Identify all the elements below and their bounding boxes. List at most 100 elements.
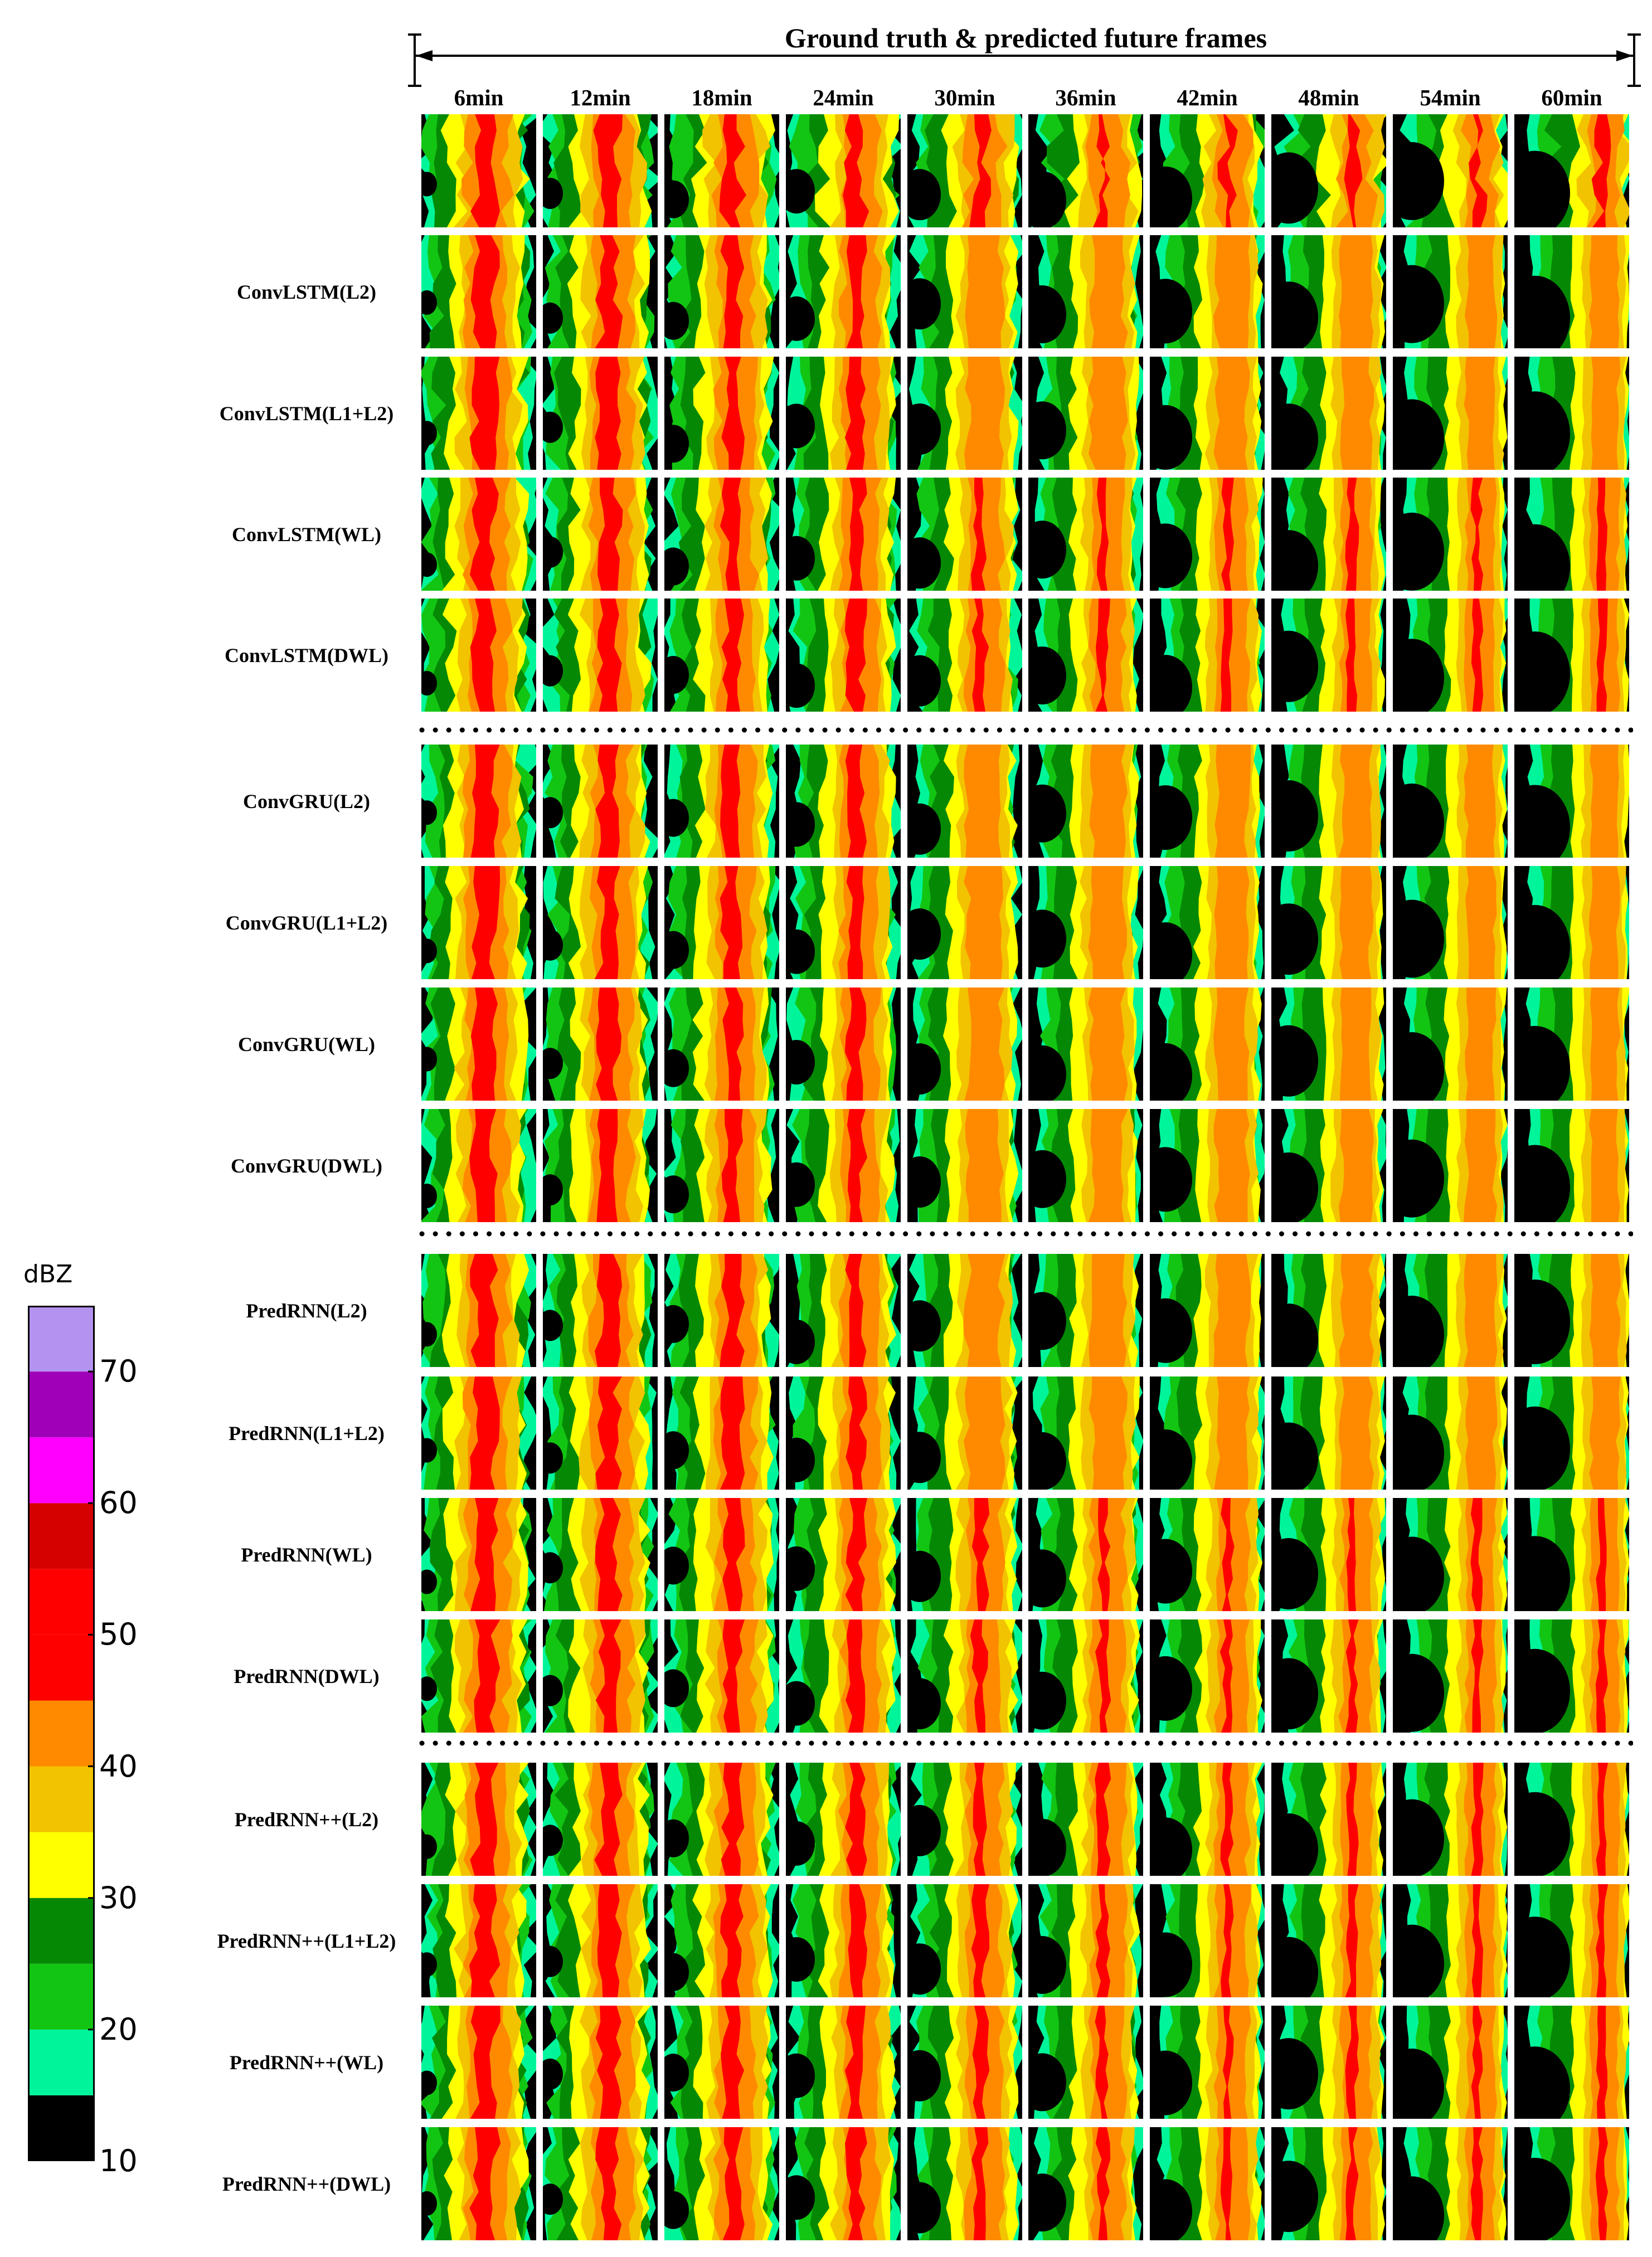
time-label-24min: 24min — [813, 85, 874, 110]
radar-frame — [907, 235, 1022, 348]
radar-frame — [1271, 599, 1386, 712]
radar-frame — [664, 478, 779, 591]
radar-frame — [1393, 599, 1508, 712]
radar-frame — [1150, 357, 1265, 470]
radar-frame — [664, 1884, 779, 1997]
radar-frame — [1028, 866, 1143, 979]
group-separator — [419, 1740, 1633, 1746]
radar-frame — [1393, 2006, 1508, 2119]
radar-frame — [664, 1619, 779, 1733]
radar-frame — [1393, 235, 1508, 348]
radar-frame — [1150, 114, 1265, 227]
radar-frame — [421, 357, 536, 470]
radar-frame — [1514, 599, 1629, 712]
radar-frame — [1514, 866, 1629, 979]
radar-frame — [786, 1619, 901, 1733]
row-label-convgru-l2-: ConvGRU(L2) — [242, 790, 370, 813]
radar-frame — [1150, 1254, 1265, 1367]
row-label-predrnn-l1-l2-: PredRNN++(L1+L2) — [217, 1929, 396, 1952]
radar-frame — [1150, 1498, 1265, 1611]
radar-frame — [543, 114, 658, 227]
radar-frame — [1028, 235, 1143, 348]
radar-frame — [543, 1763, 658, 1876]
radar-frame — [543, 988, 658, 1101]
radar-frame — [1514, 1619, 1629, 1733]
radar-frame — [664, 235, 779, 348]
radar-frame — [543, 1254, 658, 1367]
radar-frame — [1150, 1763, 1265, 1876]
radar-frame — [786, 478, 901, 591]
radar-frame — [543, 235, 658, 348]
radar-frame — [1393, 1763, 1508, 1876]
radar-frame — [1271, 2006, 1386, 2119]
radar-frame — [1514, 235, 1629, 348]
radar-frame — [421, 1884, 536, 1997]
radar-frame — [1028, 2006, 1143, 2119]
radar-frame — [907, 866, 1022, 979]
radar-frame — [907, 2127, 1022, 2240]
radar-frame — [664, 866, 779, 979]
radar-frame — [1028, 1619, 1143, 1733]
colorbar — [28, 1306, 95, 2161]
radar-frame — [1150, 1619, 1265, 1733]
radar-frame — [1028, 357, 1143, 470]
radar-frame — [907, 357, 1022, 470]
radar-frame — [421, 235, 536, 348]
colorbar-band — [28, 1371, 95, 1438]
radar-frame — [543, 357, 658, 470]
radar-frame — [1514, 745, 1629, 858]
radar-frame — [1271, 1254, 1386, 1367]
radar-frame — [907, 114, 1022, 227]
radar-frame — [1150, 599, 1265, 712]
radar-frame — [543, 1109, 658, 1222]
radar-frame — [1028, 1763, 1143, 1876]
group-separator — [419, 1231, 1633, 1237]
radar-frame — [1271, 114, 1386, 227]
radar-frame — [1271, 1109, 1386, 1222]
time-label-36min: 36min — [1055, 85, 1116, 110]
radar-frame — [543, 599, 658, 712]
radar-frame — [664, 114, 779, 227]
time-label-18min: 18min — [691, 85, 752, 110]
radar-frame — [786, 114, 901, 227]
radar-frame — [543, 866, 658, 979]
radar-frame — [421, 2006, 536, 2119]
radar-frame — [543, 745, 658, 858]
radar-frame — [1150, 866, 1265, 979]
radar-frame — [1514, 1254, 1629, 1367]
radar-frame — [664, 988, 779, 1101]
radar-frame — [1393, 478, 1508, 591]
row-label-predrnn-l2-: PredRNN++(L2) — [234, 1808, 379, 1831]
row-label-convlstm-l1-l2-: ConvLSTM(L1+L2) — [219, 402, 394, 425]
row-label-convgru-dwl-: ConvGRU(DWL) — [230, 1154, 382, 1177]
radar-frame — [1393, 1498, 1508, 1611]
radar-frame — [1514, 1763, 1629, 1876]
radar-frame — [1028, 745, 1143, 858]
radar-frame — [1393, 1376, 1508, 1490]
radar-frame — [421, 1109, 536, 1222]
radar-frame — [786, 235, 901, 348]
radar-frame — [907, 1376, 1022, 1490]
radar-frame — [421, 478, 536, 591]
radar-frame — [786, 1109, 901, 1222]
radar-frame — [786, 866, 901, 979]
colorbar-band — [28, 1766, 95, 1832]
radar-frame — [1150, 988, 1265, 1101]
radar-frame — [1393, 1109, 1508, 1222]
radar-frame — [1514, 1376, 1629, 1490]
colorbar-band — [28, 1898, 95, 1964]
radar-frame — [664, 2127, 779, 2240]
colorbar-tick-label: 50 — [99, 1617, 138, 1652]
radar-frame — [543, 2127, 658, 2240]
radar-frame — [664, 1254, 779, 1367]
radar-frame — [907, 988, 1022, 1101]
radar-frame — [907, 745, 1022, 858]
colorbar-band — [28, 1700, 95, 1767]
radar-frame — [664, 745, 779, 858]
radar-frame — [1393, 745, 1508, 858]
radar-frame — [1514, 478, 1629, 591]
row-label-predrnn-wl-: PredRNN(WL) — [241, 1543, 372, 1566]
radar-frame — [1514, 2127, 1629, 2240]
radar-frame — [786, 357, 901, 470]
radar-frame — [907, 1884, 1022, 1997]
